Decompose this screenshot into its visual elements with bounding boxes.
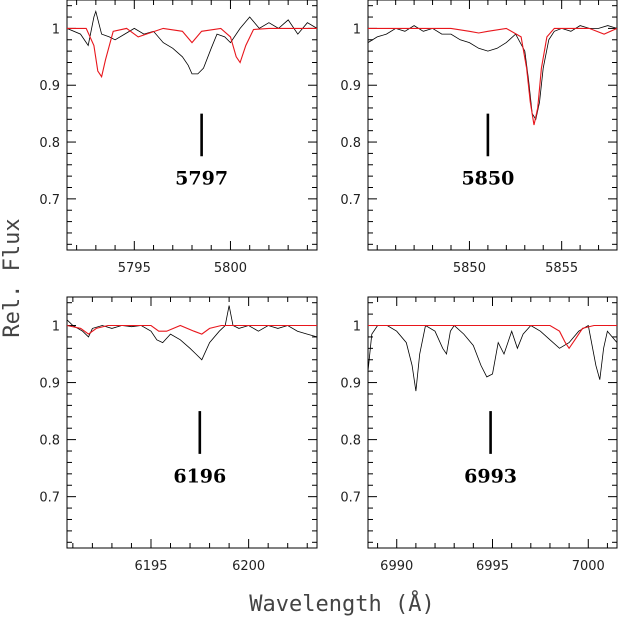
x-tick-label: 5855 bbox=[545, 261, 578, 276]
y-tick-label: 0.9 bbox=[39, 79, 60, 94]
y-tick-label: 0.9 bbox=[39, 377, 60, 392]
model-spectrum-line bbox=[368, 27, 617, 126]
dib-label: 6196 bbox=[173, 465, 226, 487]
panel-5797: 5795 5800 0.7 0.8 0.9 1 5797 bbox=[39, 0, 318, 276]
panel-6196: 6195 6200 0.7 0.8 0.9 1 6196 bbox=[39, 296, 318, 574]
panel-frame bbox=[367, 0, 618, 251]
panel-frame bbox=[367, 296, 618, 549]
x-tick-label: 5850 bbox=[453, 261, 486, 276]
observed-spectrum-line bbox=[368, 25, 617, 121]
y-tick-label: 0.9 bbox=[340, 79, 361, 94]
panel-5850: 5850 5855 0.7 0.8 0.9 1 5850 bbox=[340, 0, 618, 276]
y-tick-label: 1 bbox=[353, 22, 361, 37]
observed-spectrum-line bbox=[67, 9, 317, 75]
panel-frame bbox=[66, 296, 318, 549]
x-tick-label: 6990 bbox=[380, 559, 413, 574]
model-spectrum-line bbox=[67, 27, 317, 79]
y-tick-label: 0.9 bbox=[340, 377, 361, 392]
x-tick-label: 6995 bbox=[476, 559, 509, 574]
observed-spectrum-line bbox=[67, 305, 317, 361]
x-tick-label: 6195 bbox=[134, 559, 167, 574]
model-spectrum-line bbox=[368, 324, 617, 350]
y-tick-label: 1 bbox=[52, 22, 60, 37]
x-tick-label: 5795 bbox=[118, 261, 151, 276]
x-tick-label: 6200 bbox=[232, 559, 265, 574]
dib-label: 6993 bbox=[464, 465, 517, 487]
y-tick-label: 0.7 bbox=[340, 491, 361, 506]
y-tick-label: 1 bbox=[353, 320, 361, 335]
y-tick-label: 0.8 bbox=[340, 434, 361, 449]
panel-6993: 6990 6995 7000 0.7 0.8 0.9 1 6993 bbox=[340, 296, 618, 574]
y-tick-label: 0.8 bbox=[39, 434, 60, 449]
panels-group: 5795 5800 0.7 0.8 0.9 1 5797 5850 5855 0.7 0.8 0.9 1… bbox=[39, 0, 618, 574]
y-tick-label: 1 bbox=[52, 320, 60, 335]
y-tick-label: 0.8 bbox=[340, 136, 361, 151]
y-axis-title: Rel. Flux bbox=[0, 218, 25, 337]
y-tick-label: 0.7 bbox=[39, 491, 60, 506]
observed-spectrum-line bbox=[368, 324, 617, 392]
panel-frame bbox=[66, 0, 318, 251]
x-tick-label: 5800 bbox=[214, 261, 247, 276]
y-tick-label: 0.7 bbox=[340, 193, 361, 208]
dib-label: 5797 bbox=[175, 168, 228, 190]
y-tick-label: 0.8 bbox=[39, 136, 60, 151]
dib-label: 5850 bbox=[461, 168, 514, 190]
y-tick-label: 0.7 bbox=[39, 193, 60, 208]
x-axis-title: Wavelength (Å) bbox=[249, 590, 434, 617]
model-spectrum-line bbox=[67, 324, 317, 335]
x-tick-label: 7000 bbox=[572, 559, 605, 574]
